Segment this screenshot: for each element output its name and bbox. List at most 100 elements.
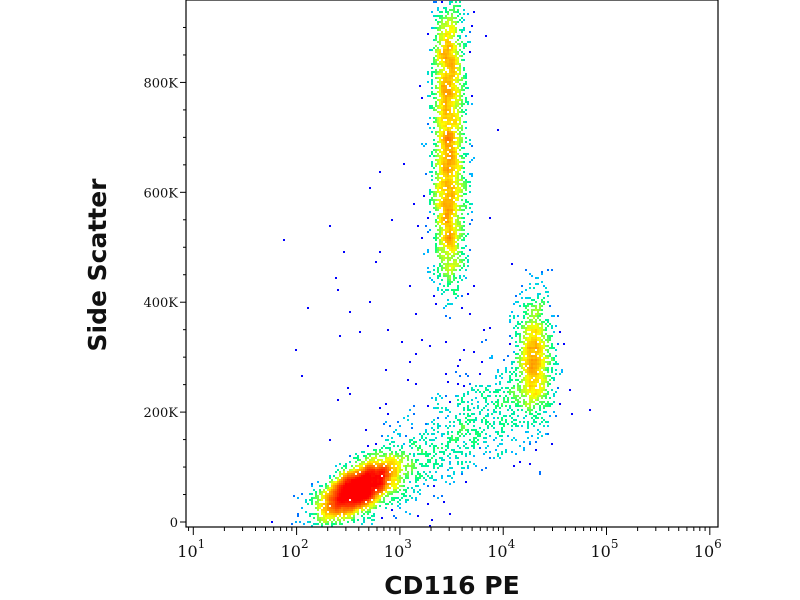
data-point bbox=[443, 27, 445, 29]
data-point bbox=[531, 299, 533, 301]
data-point bbox=[457, 405, 459, 407]
data-point bbox=[449, 175, 451, 177]
data-point bbox=[415, 441, 417, 443]
data-point bbox=[443, 99, 445, 101]
data-point bbox=[463, 147, 465, 149]
data-point bbox=[493, 411, 495, 413]
data-point bbox=[527, 389, 529, 391]
data-point bbox=[471, 95, 473, 97]
data-point bbox=[343, 475, 345, 477]
data-point bbox=[447, 235, 449, 237]
data-point bbox=[453, 157, 455, 159]
data-point bbox=[553, 379, 555, 381]
data-point bbox=[451, 83, 453, 85]
data-point bbox=[459, 143, 461, 145]
data-point bbox=[407, 455, 409, 457]
data-point bbox=[557, 363, 559, 365]
data-point bbox=[525, 351, 527, 353]
data-point bbox=[409, 453, 411, 455]
data-point bbox=[347, 515, 349, 517]
data-point bbox=[445, 263, 447, 265]
data-point bbox=[555, 361, 557, 363]
data-point bbox=[357, 499, 359, 501]
data-point bbox=[437, 125, 439, 127]
data-point bbox=[547, 367, 549, 369]
data-point bbox=[463, 467, 465, 469]
data-point bbox=[447, 303, 449, 305]
data-point bbox=[473, 437, 475, 439]
data-point bbox=[455, 55, 457, 57]
data-point bbox=[357, 495, 359, 497]
data-point bbox=[535, 371, 537, 373]
data-point bbox=[449, 203, 451, 205]
data-point bbox=[419, 489, 421, 491]
data-point bbox=[397, 455, 399, 457]
data-point bbox=[455, 71, 457, 73]
data-point bbox=[455, 415, 457, 417]
data-point bbox=[377, 493, 379, 495]
data-point bbox=[373, 485, 375, 487]
data-point bbox=[435, 121, 437, 123]
data-point bbox=[439, 191, 441, 193]
data-point bbox=[447, 105, 449, 107]
data-point bbox=[461, 229, 463, 231]
data-point bbox=[443, 51, 445, 53]
data-point bbox=[373, 461, 375, 463]
data-point bbox=[441, 447, 443, 449]
data-point bbox=[453, 237, 455, 239]
data-point bbox=[411, 469, 413, 471]
data-point bbox=[385, 503, 387, 505]
data-point bbox=[335, 507, 337, 509]
data-point bbox=[471, 413, 473, 415]
data-point bbox=[547, 401, 549, 403]
data-point bbox=[331, 483, 333, 485]
data-point bbox=[441, 15, 443, 17]
data-point bbox=[453, 151, 455, 153]
data-point bbox=[503, 415, 505, 417]
data-point bbox=[355, 511, 357, 513]
data-point bbox=[455, 61, 457, 63]
data-point bbox=[549, 355, 551, 357]
data-point bbox=[459, 71, 461, 73]
data-point bbox=[323, 511, 325, 513]
data-point bbox=[443, 181, 445, 183]
data-point bbox=[493, 421, 495, 423]
data-point bbox=[429, 105, 431, 107]
data-point bbox=[343, 489, 345, 491]
data-point bbox=[543, 411, 545, 413]
x-tick-label: 102 bbox=[281, 537, 309, 561]
data-point bbox=[457, 77, 459, 79]
data-point bbox=[447, 113, 449, 115]
data-point bbox=[511, 401, 513, 403]
data-point bbox=[313, 497, 315, 499]
data-point bbox=[325, 487, 327, 489]
data-point bbox=[441, 17, 443, 19]
data-point bbox=[451, 139, 453, 141]
data-point bbox=[439, 79, 441, 81]
data-point bbox=[373, 459, 375, 461]
data-point bbox=[545, 411, 547, 413]
data-point bbox=[437, 15, 439, 17]
data-point bbox=[531, 329, 533, 331]
data-point bbox=[543, 297, 545, 299]
data-point bbox=[457, 87, 459, 89]
data-point bbox=[455, 197, 457, 199]
data-point bbox=[353, 505, 355, 507]
data-point bbox=[465, 81, 467, 83]
data-point bbox=[449, 93, 451, 95]
data-point bbox=[457, 177, 459, 179]
data-point bbox=[553, 315, 555, 317]
data-point bbox=[441, 109, 443, 111]
data-point bbox=[535, 411, 537, 413]
data-point bbox=[449, 277, 451, 279]
data-point bbox=[331, 509, 333, 511]
data-point bbox=[429, 277, 431, 279]
data-point bbox=[443, 259, 445, 261]
data-point bbox=[527, 355, 529, 357]
data-point bbox=[435, 155, 437, 157]
data-point bbox=[465, 193, 467, 195]
data-point bbox=[437, 55, 439, 57]
data-point bbox=[441, 91, 443, 93]
data-point bbox=[331, 515, 333, 517]
data-point bbox=[537, 429, 539, 431]
